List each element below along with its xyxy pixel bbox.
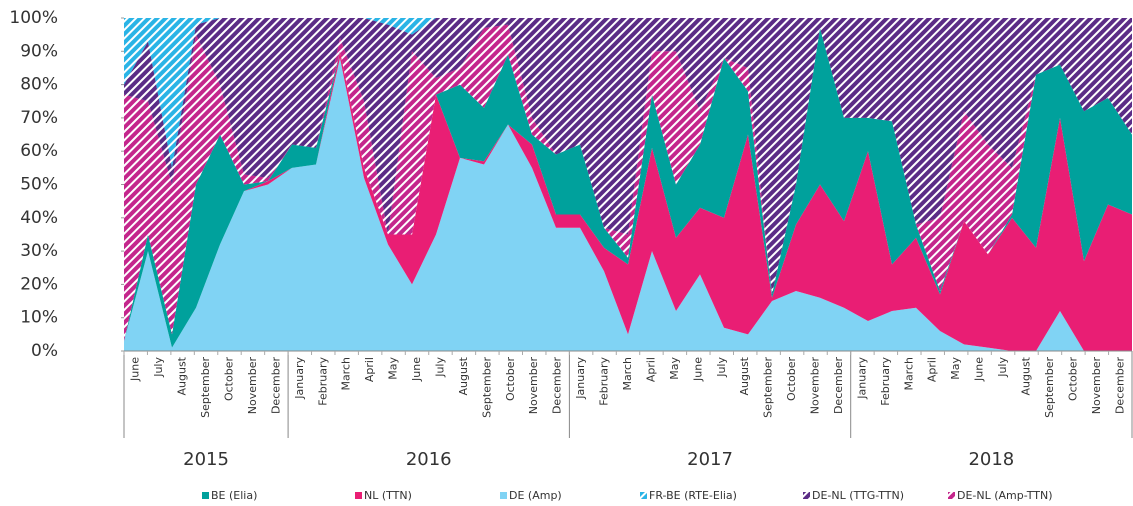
x-tick-label: December xyxy=(1113,357,1126,415)
legend-label: DE-NL (TTG-TTN) xyxy=(812,489,904,502)
x-tick-label: October xyxy=(785,357,798,401)
x-tick-label: April xyxy=(644,357,657,382)
x-tick-label: July xyxy=(433,357,446,378)
x-tick-label: January xyxy=(293,357,306,400)
legend-label: DE-NL (Amp-TTN) xyxy=(957,489,1052,502)
x-tick-label: August xyxy=(738,356,751,395)
x-tick-label: April xyxy=(926,357,939,382)
x-tick-label: November xyxy=(527,357,540,415)
x-tick-label: August xyxy=(176,356,189,395)
x-tick-label: June xyxy=(129,357,142,382)
y-tick-label: 90% xyxy=(20,41,58,61)
x-tick-label: February xyxy=(879,357,892,406)
legend-label: FR-BE (RTE-Elia) xyxy=(649,489,737,502)
y-tick-label: 50% xyxy=(20,175,58,195)
x-tick-label: October xyxy=(504,357,517,401)
y-tick-label: 0% xyxy=(31,341,58,361)
legend-swatch xyxy=(803,492,810,499)
legend-label: BE (Elia) xyxy=(211,489,257,502)
legend-label: NL (TTN) xyxy=(364,489,412,502)
x-tick-label: September xyxy=(480,357,493,418)
x-tick-label: July xyxy=(715,357,728,378)
area xyxy=(124,57,1132,352)
y-tick-label: 60% xyxy=(20,141,58,161)
x-tick-label: March xyxy=(340,357,353,391)
y-tick-label: 80% xyxy=(20,75,58,95)
x-tick-label: March xyxy=(621,357,634,391)
group-label: 2015 xyxy=(183,449,229,470)
x-tick-label: January xyxy=(855,357,868,400)
x-tick-label: March xyxy=(902,357,915,391)
x-tick-label: June xyxy=(691,357,704,382)
x-tick-label: June xyxy=(973,357,986,382)
y-tick-label: 30% xyxy=(20,241,58,261)
y-tick-label: 100% xyxy=(9,8,58,28)
x-tick-label: July xyxy=(152,357,165,378)
area xyxy=(124,51,1132,352)
x-tick-label: November xyxy=(1090,357,1103,415)
x-tick-label: January xyxy=(574,357,587,400)
x-tick-label: December xyxy=(269,357,282,415)
x-tick-label: February xyxy=(598,357,611,406)
x-tick-label: June xyxy=(410,357,423,382)
x-tick-label: May xyxy=(668,357,681,380)
y-tick-label: 10% xyxy=(20,308,58,328)
x-tick-label: November xyxy=(246,357,259,415)
x-tick-label: November xyxy=(809,357,822,415)
x-tick-label: September xyxy=(1043,357,1056,418)
group-label: 2018 xyxy=(968,449,1014,470)
x-tick-label: September xyxy=(762,357,775,418)
x-tick-label: July xyxy=(996,357,1009,378)
legend-swatch xyxy=(640,492,647,499)
x-tick-label: December xyxy=(551,357,564,415)
legend-swatch xyxy=(948,492,955,499)
y-tick-label: 70% xyxy=(20,108,58,128)
group-label: 2016 xyxy=(406,449,452,470)
y-tick-label: 40% xyxy=(20,208,58,228)
x-tick-label: August xyxy=(1020,356,1033,395)
area xyxy=(124,18,1132,295)
x-tick-label: April xyxy=(363,357,376,382)
x-tick-label: September xyxy=(199,357,212,418)
y-tick-label: 20% xyxy=(20,274,58,294)
x-tick-label: May xyxy=(949,357,962,380)
legend-swatch xyxy=(202,492,209,499)
x-tick-label: May xyxy=(387,357,400,380)
legend-swatch xyxy=(355,492,362,499)
x-tick-label: August xyxy=(457,356,470,395)
legend-label: DE (Amp) xyxy=(509,489,562,502)
legend-swatch xyxy=(500,492,507,499)
x-tick-label: October xyxy=(1066,357,1079,401)
x-tick-label: February xyxy=(316,357,329,406)
x-tick-label: October xyxy=(222,357,235,401)
group-label: 2017 xyxy=(687,449,733,470)
x-tick-label: December xyxy=(832,357,845,415)
